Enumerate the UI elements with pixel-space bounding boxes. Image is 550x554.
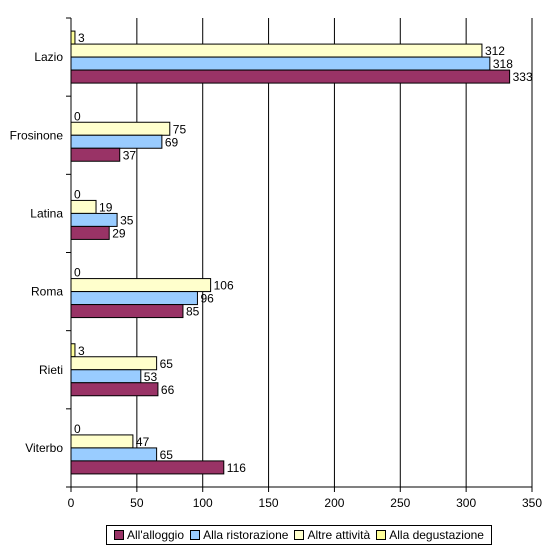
x-tick-label: 200 (324, 496, 344, 510)
bar (70, 356, 158, 371)
data-label: 19 (99, 200, 113, 214)
bar (70, 43, 483, 58)
bar (70, 291, 198, 306)
category-label: Lazio (34, 50, 63, 64)
x-tick-label: 0 (68, 496, 75, 510)
bar (70, 304, 184, 319)
legend-label: Altre attività (307, 528, 371, 542)
x-tick-label: 50 (130, 496, 144, 510)
data-label: 0 (74, 422, 81, 436)
bar (70, 147, 121, 162)
bar (70, 69, 511, 84)
data-label: 85 (186, 305, 200, 319)
x-tick-label: 150 (259, 496, 279, 510)
x-tick-label: 250 (390, 496, 410, 510)
data-label: 65 (160, 357, 174, 371)
chart-legend: All'alloggio Alla ristorazione Altre attiv… (106, 525, 492, 545)
data-label: 29 (112, 226, 126, 240)
bar (70, 447, 158, 462)
bar (70, 343, 76, 358)
category-label: Latina (30, 206, 63, 220)
legend-item: Alla degustazione (376, 528, 484, 542)
data-label: 96 (200, 292, 214, 306)
legend-label: Alla degustazione (389, 528, 484, 542)
bar (70, 121, 171, 136)
legend-label: All'alloggio (127, 528, 185, 542)
category-label: Roma (31, 285, 63, 299)
x-tick-label: 350 (522, 496, 542, 510)
bar (70, 460, 225, 475)
legend-item: Alla ristorazione (190, 528, 288, 542)
data-label: 3 (78, 344, 85, 358)
data-label: 75 (173, 122, 187, 136)
bar (70, 278, 212, 293)
legend-label: Alla ristorazione (203, 528, 289, 542)
data-label: 35 (120, 213, 134, 227)
bar (70, 434, 134, 449)
data-label: 0 (74, 266, 81, 280)
data-label: 116 (227, 461, 246, 475)
bar (70, 56, 491, 71)
data-label: 47 (136, 435, 150, 449)
data-label: 53 (144, 370, 158, 384)
legend-swatch (376, 530, 387, 540)
data-label: 65 (160, 448, 174, 462)
data-label: 333 (513, 70, 533, 84)
data-label: 0 (74, 187, 81, 201)
bar (70, 199, 97, 214)
bar (70, 212, 118, 227)
data-label: 312 (485, 44, 505, 58)
data-label: 318 (493, 57, 513, 71)
data-label: 66 (161, 383, 175, 397)
bar (70, 369, 142, 384)
legend-swatch (294, 530, 305, 540)
legend-item: Altre attività (294, 528, 370, 542)
legend-swatch (114, 530, 125, 540)
legend-item: All'alloggio (114, 528, 184, 542)
data-label: 3 (78, 31, 85, 45)
category-label: Rieti (39, 363, 63, 377)
legend-swatch (190, 530, 201, 540)
data-label: 0 (74, 109, 81, 123)
data-label: 106 (214, 279, 234, 293)
bar (70, 382, 159, 397)
bar (70, 134, 163, 149)
category-label: Frosinone (10, 128, 64, 142)
category-label: Viterbo (25, 441, 63, 455)
x-tick-label: 300 (456, 496, 476, 510)
data-label: 37 (123, 148, 137, 162)
bar (70, 225, 110, 240)
bar (70, 30, 76, 45)
data-label: 69 (165, 135, 179, 149)
x-tick-label: 100 (193, 496, 213, 510)
